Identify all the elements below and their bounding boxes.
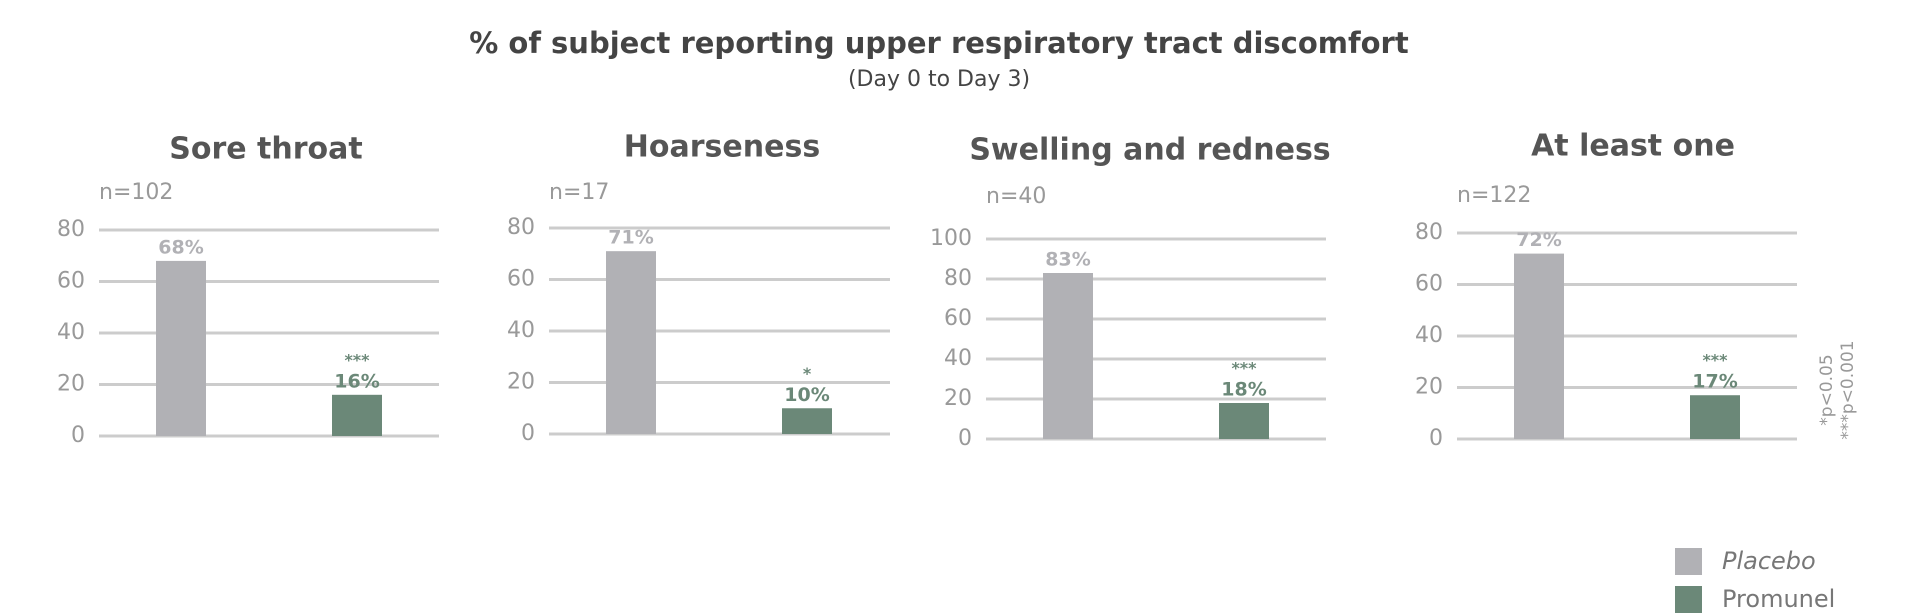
y-tick-label: 80 [507,215,535,240]
footnote: *p<0.05 [1817,354,1837,425]
y-tick-label: 40 [1415,323,1443,348]
value-label: 83% [1045,249,1090,271]
y-tick-label: 80 [944,266,972,291]
bar [1690,395,1740,439]
bar [156,260,206,436]
chart-title: Swelling and redness [969,133,1330,168]
y-tick-label: 20 [57,372,85,397]
bar [1043,273,1093,439]
y-tick-label: 60 [944,306,972,331]
y-tick-label: 20 [507,370,535,395]
y-tick-label: 60 [507,267,535,292]
footnote: ***p<0.001 [1838,340,1858,439]
value-label: 68% [158,236,203,258]
sample-size: n=122 [1457,183,1531,208]
sample-size: n=102 [99,180,173,205]
y-tick-label: 20 [944,386,972,411]
chart-title: At least one [1531,129,1735,164]
subtitle: (Day 0 to Day 3) [848,67,1030,92]
legend-swatch [1675,586,1702,613]
y-tick-label: 20 [1415,375,1443,400]
y-tick-label: 0 [958,426,972,451]
y-tick-label: 60 [57,269,85,294]
y-tick-label: 80 [1415,220,1443,245]
value-label: 16% [334,370,379,392]
legend-label: Placebo [1722,547,1816,575]
chart-title: Sore throat [169,132,363,167]
bar [1219,403,1269,439]
legend-swatch [1675,548,1702,575]
value-label: 71% [608,227,653,249]
y-tick-label: 40 [507,318,535,343]
y-tick-label: 0 [71,423,85,448]
chart-title: Hoarseness [624,130,820,165]
bar [1514,253,1564,439]
main-title: % of subject reporting upper respiratory… [469,26,1409,60]
legend-label: Promunel [1722,585,1835,613]
value-label: 17% [1692,371,1737,393]
significance: *** [1702,351,1728,370]
significance: * [803,364,812,383]
value-label: 18% [1221,379,1266,401]
value-label: 10% [784,384,829,406]
sample-size: n=40 [986,184,1046,209]
y-tick-label: 0 [521,421,535,446]
sample-size: n=17 [549,180,609,205]
y-tick-label: 80 [57,217,85,242]
y-tick-label: 60 [1415,272,1443,297]
bar [332,394,382,436]
y-tick-label: 40 [57,320,85,345]
y-tick-label: 0 [1429,426,1443,451]
y-tick-label: 40 [944,346,972,371]
bar [606,251,656,434]
y-tick-label: 100 [930,226,972,251]
bar [782,408,832,434]
significance: *** [344,350,370,369]
value-label: 72% [1516,229,1561,251]
significance: *** [1231,359,1257,378]
